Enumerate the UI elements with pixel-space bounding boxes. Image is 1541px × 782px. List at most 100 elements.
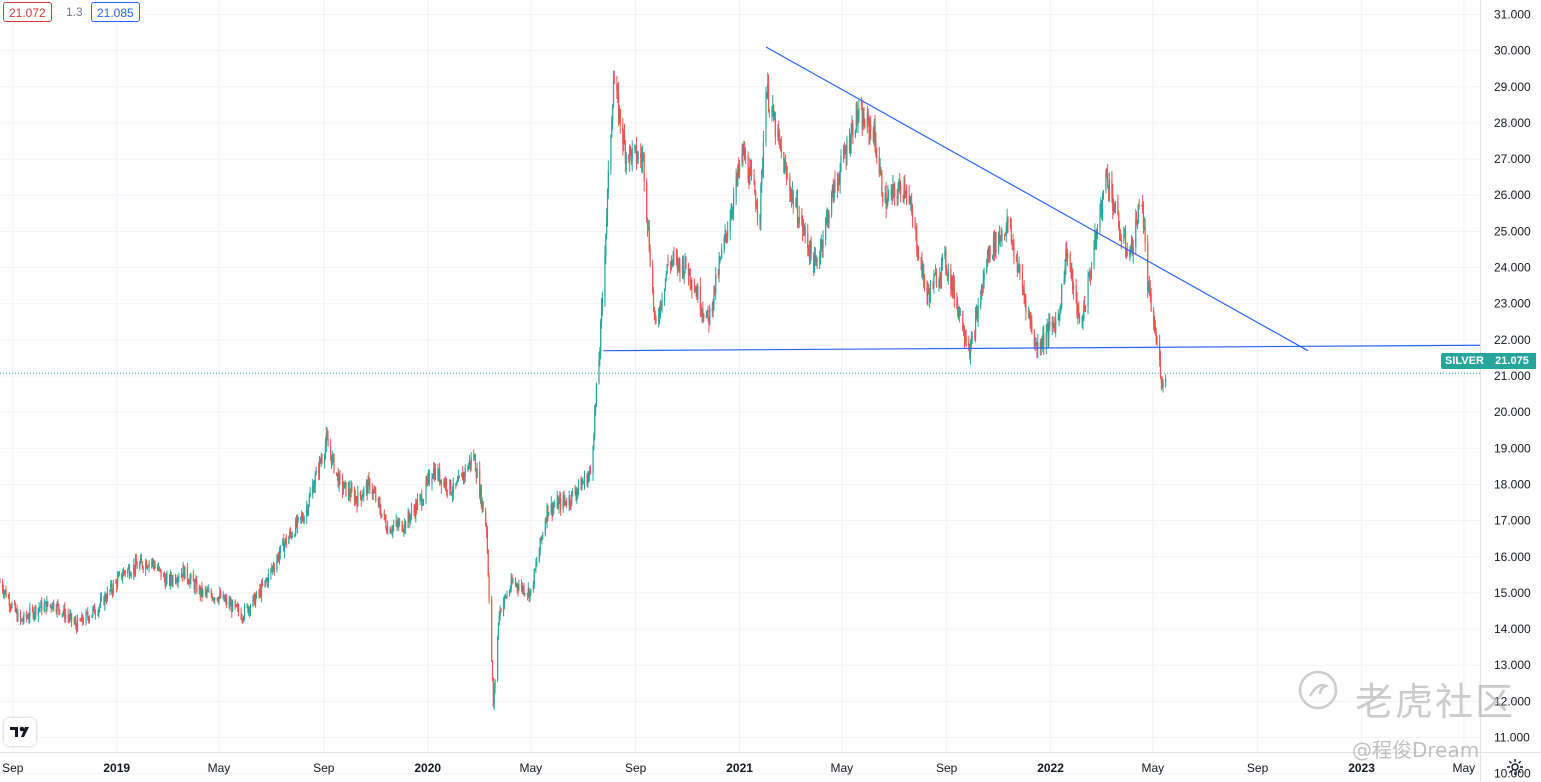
candle-body bbox=[820, 241, 822, 249]
candle-body bbox=[433, 469, 435, 477]
candle-body bbox=[1067, 254, 1069, 259]
candle-body bbox=[756, 208, 759, 215]
candle-body bbox=[374, 492, 376, 494]
bid-price-box[interactable]: 21.072 bbox=[3, 2, 52, 22]
candle-body bbox=[982, 280, 984, 289]
candle-body bbox=[830, 192, 833, 215]
candle-body bbox=[87, 612, 89, 618]
candle-body bbox=[1112, 194, 1114, 211]
candle-body bbox=[1113, 204, 1116, 213]
candle-body bbox=[732, 209, 734, 212]
candle-body bbox=[631, 147, 633, 162]
candle-body bbox=[357, 491, 359, 507]
price-tick-label: 24.000 bbox=[1494, 261, 1531, 275]
candle-body bbox=[933, 276, 935, 289]
price-axis[interactable]: 31.000 30.000 29.000 28.000 27.000 26.000 25.0… bbox=[1494, 7, 1531, 780]
candle-body bbox=[41, 601, 43, 612]
candle-body bbox=[965, 337, 967, 342]
candle-body bbox=[1063, 278, 1065, 285]
candle-body bbox=[842, 150, 845, 156]
candle-body bbox=[50, 604, 52, 608]
candle-body bbox=[1005, 225, 1007, 236]
candle-body bbox=[1137, 204, 1139, 224]
candle-body bbox=[885, 192, 887, 209]
candle-body bbox=[105, 599, 108, 601]
candle-body bbox=[278, 555, 280, 560]
candle-body bbox=[711, 307, 713, 311]
candle-body bbox=[560, 497, 562, 509]
trendline[interactable] bbox=[603, 344, 1481, 352]
candle-body bbox=[827, 213, 829, 223]
candle-body bbox=[186, 566, 189, 581]
candle-body bbox=[535, 564, 537, 570]
candle-body bbox=[571, 491, 573, 504]
candle-body bbox=[1070, 268, 1072, 274]
tradingview-logo-icon[interactable] bbox=[4, 718, 36, 746]
time-tick-label: 2022 bbox=[1037, 761, 1064, 775]
candle-body bbox=[848, 139, 851, 151]
time-axis[interactable]: Sep 2019 May Sep 2020 May Sep 2021 May Sep 2022 May… bbox=[2, 761, 1475, 775]
candle-body bbox=[1147, 284, 1150, 292]
candle-body bbox=[993, 237, 995, 254]
candle-body bbox=[1018, 265, 1020, 270]
candle-body bbox=[450, 493, 453, 495]
spread-value: 1.3 bbox=[66, 5, 83, 19]
candle-body bbox=[607, 169, 609, 191]
candle-body bbox=[1136, 223, 1139, 226]
candle-body bbox=[13, 603, 16, 605]
candle-body bbox=[224, 599, 226, 601]
candle-body bbox=[330, 455, 333, 465]
trendline-drawings[interactable] bbox=[603, 46, 1481, 352]
ask-price-box[interactable]: 21.085 bbox=[91, 2, 140, 22]
candle-body bbox=[825, 219, 827, 240]
candle-body bbox=[86, 612, 88, 614]
candle-body bbox=[219, 592, 221, 597]
candle-body bbox=[920, 259, 922, 261]
candle-body bbox=[81, 615, 83, 622]
candle-body bbox=[867, 113, 869, 119]
candle-body bbox=[1090, 266, 1093, 276]
candle-body bbox=[541, 536, 543, 540]
candle-body bbox=[171, 580, 173, 584]
candle-body bbox=[1025, 300, 1027, 312]
candle-body bbox=[360, 495, 362, 501]
candle-body bbox=[278, 553, 281, 560]
price-tick-label: 17.000 bbox=[1494, 514, 1531, 528]
candle-body bbox=[1144, 227, 1146, 243]
candle-body bbox=[592, 445, 594, 474]
time-tick-label: Sep bbox=[1247, 761, 1269, 775]
candle-body bbox=[420, 495, 422, 497]
candle-body bbox=[1019, 265, 1021, 273]
candle-body bbox=[917, 255, 920, 260]
settings-gear-icon[interactable] bbox=[1505, 757, 1525, 777]
candle-body bbox=[605, 234, 607, 255]
candle-body bbox=[157, 566, 160, 570]
candle-body bbox=[612, 107, 614, 122]
candle-body bbox=[999, 237, 1001, 241]
candle-body bbox=[729, 220, 731, 231]
candle-body bbox=[487, 551, 489, 576]
candle-body bbox=[222, 594, 224, 598]
candle-body bbox=[604, 254, 606, 298]
candle-body bbox=[594, 412, 596, 436]
candle-body bbox=[151, 560, 154, 563]
candle-body bbox=[57, 603, 59, 605]
candle-body bbox=[378, 498, 380, 504]
candle-body bbox=[637, 153, 639, 160]
candle-body bbox=[528, 588, 530, 599]
candle-body bbox=[950, 269, 952, 291]
candle-body bbox=[784, 163, 786, 174]
candle-body bbox=[301, 515, 304, 520]
candle-body bbox=[368, 478, 370, 480]
trendline[interactable] bbox=[765, 46, 1309, 352]
candle-body bbox=[446, 489, 448, 492]
candle-body bbox=[564, 500, 566, 502]
candle-body bbox=[372, 490, 374, 495]
candle-body bbox=[559, 497, 561, 501]
candle-body bbox=[136, 565, 138, 569]
candle-body bbox=[326, 433, 328, 439]
candle-body bbox=[1035, 342, 1037, 344]
candle-body bbox=[426, 480, 428, 483]
candle-body bbox=[893, 185, 895, 188]
